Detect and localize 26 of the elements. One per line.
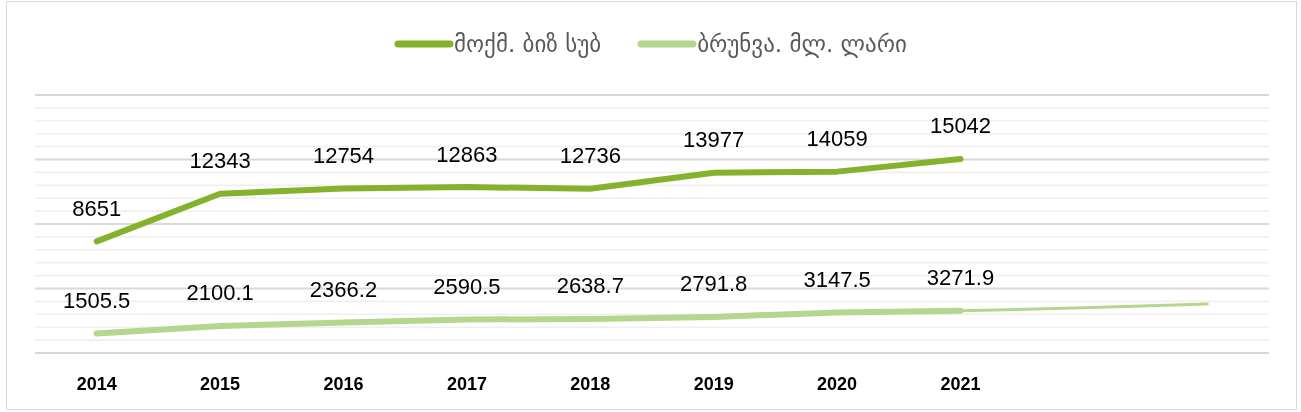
data-label: 12863 (436, 141, 498, 167)
x-tick-label: 2018 (570, 374, 611, 394)
data-label: 2590.5 (433, 274, 501, 300)
data-label: 14059 (806, 126, 868, 152)
x-tick-label: 2019 (693, 374, 734, 394)
data-label: 2366.2 (309, 276, 378, 302)
legend-label: ბრუნვა. მლ. ლარი (697, 31, 907, 57)
data-label: 12754 (312, 142, 375, 168)
data-label: 2791.8 (680, 271, 748, 297)
data-label: 2100.1 (186, 280, 254, 306)
data-label: 15042 (929, 113, 992, 139)
x-tick-label: 2021 (940, 374, 981, 394)
data-label: 2638.7 (556, 273, 624, 299)
data-label: 12343 (189, 148, 251, 174)
data-label: 1505.5 (63, 288, 131, 314)
data-label: 13977 (683, 127, 745, 153)
data-label: 12736 (559, 143, 621, 169)
x-tick-label: 2014 (76, 374, 117, 394)
x-tick-label: 2015 (200, 374, 241, 394)
data-label: 3271.9 (926, 265, 995, 291)
x-tick-label: 2017 (446, 374, 487, 394)
x-tick-label: 2016 (323, 374, 364, 394)
data-label: 3147.5 (803, 266, 871, 292)
data-label: 8651 (72, 195, 122, 221)
x-tick-label: 2020 (817, 374, 858, 394)
legend-label: მოქმ. ბიზ სუბ (454, 31, 602, 57)
